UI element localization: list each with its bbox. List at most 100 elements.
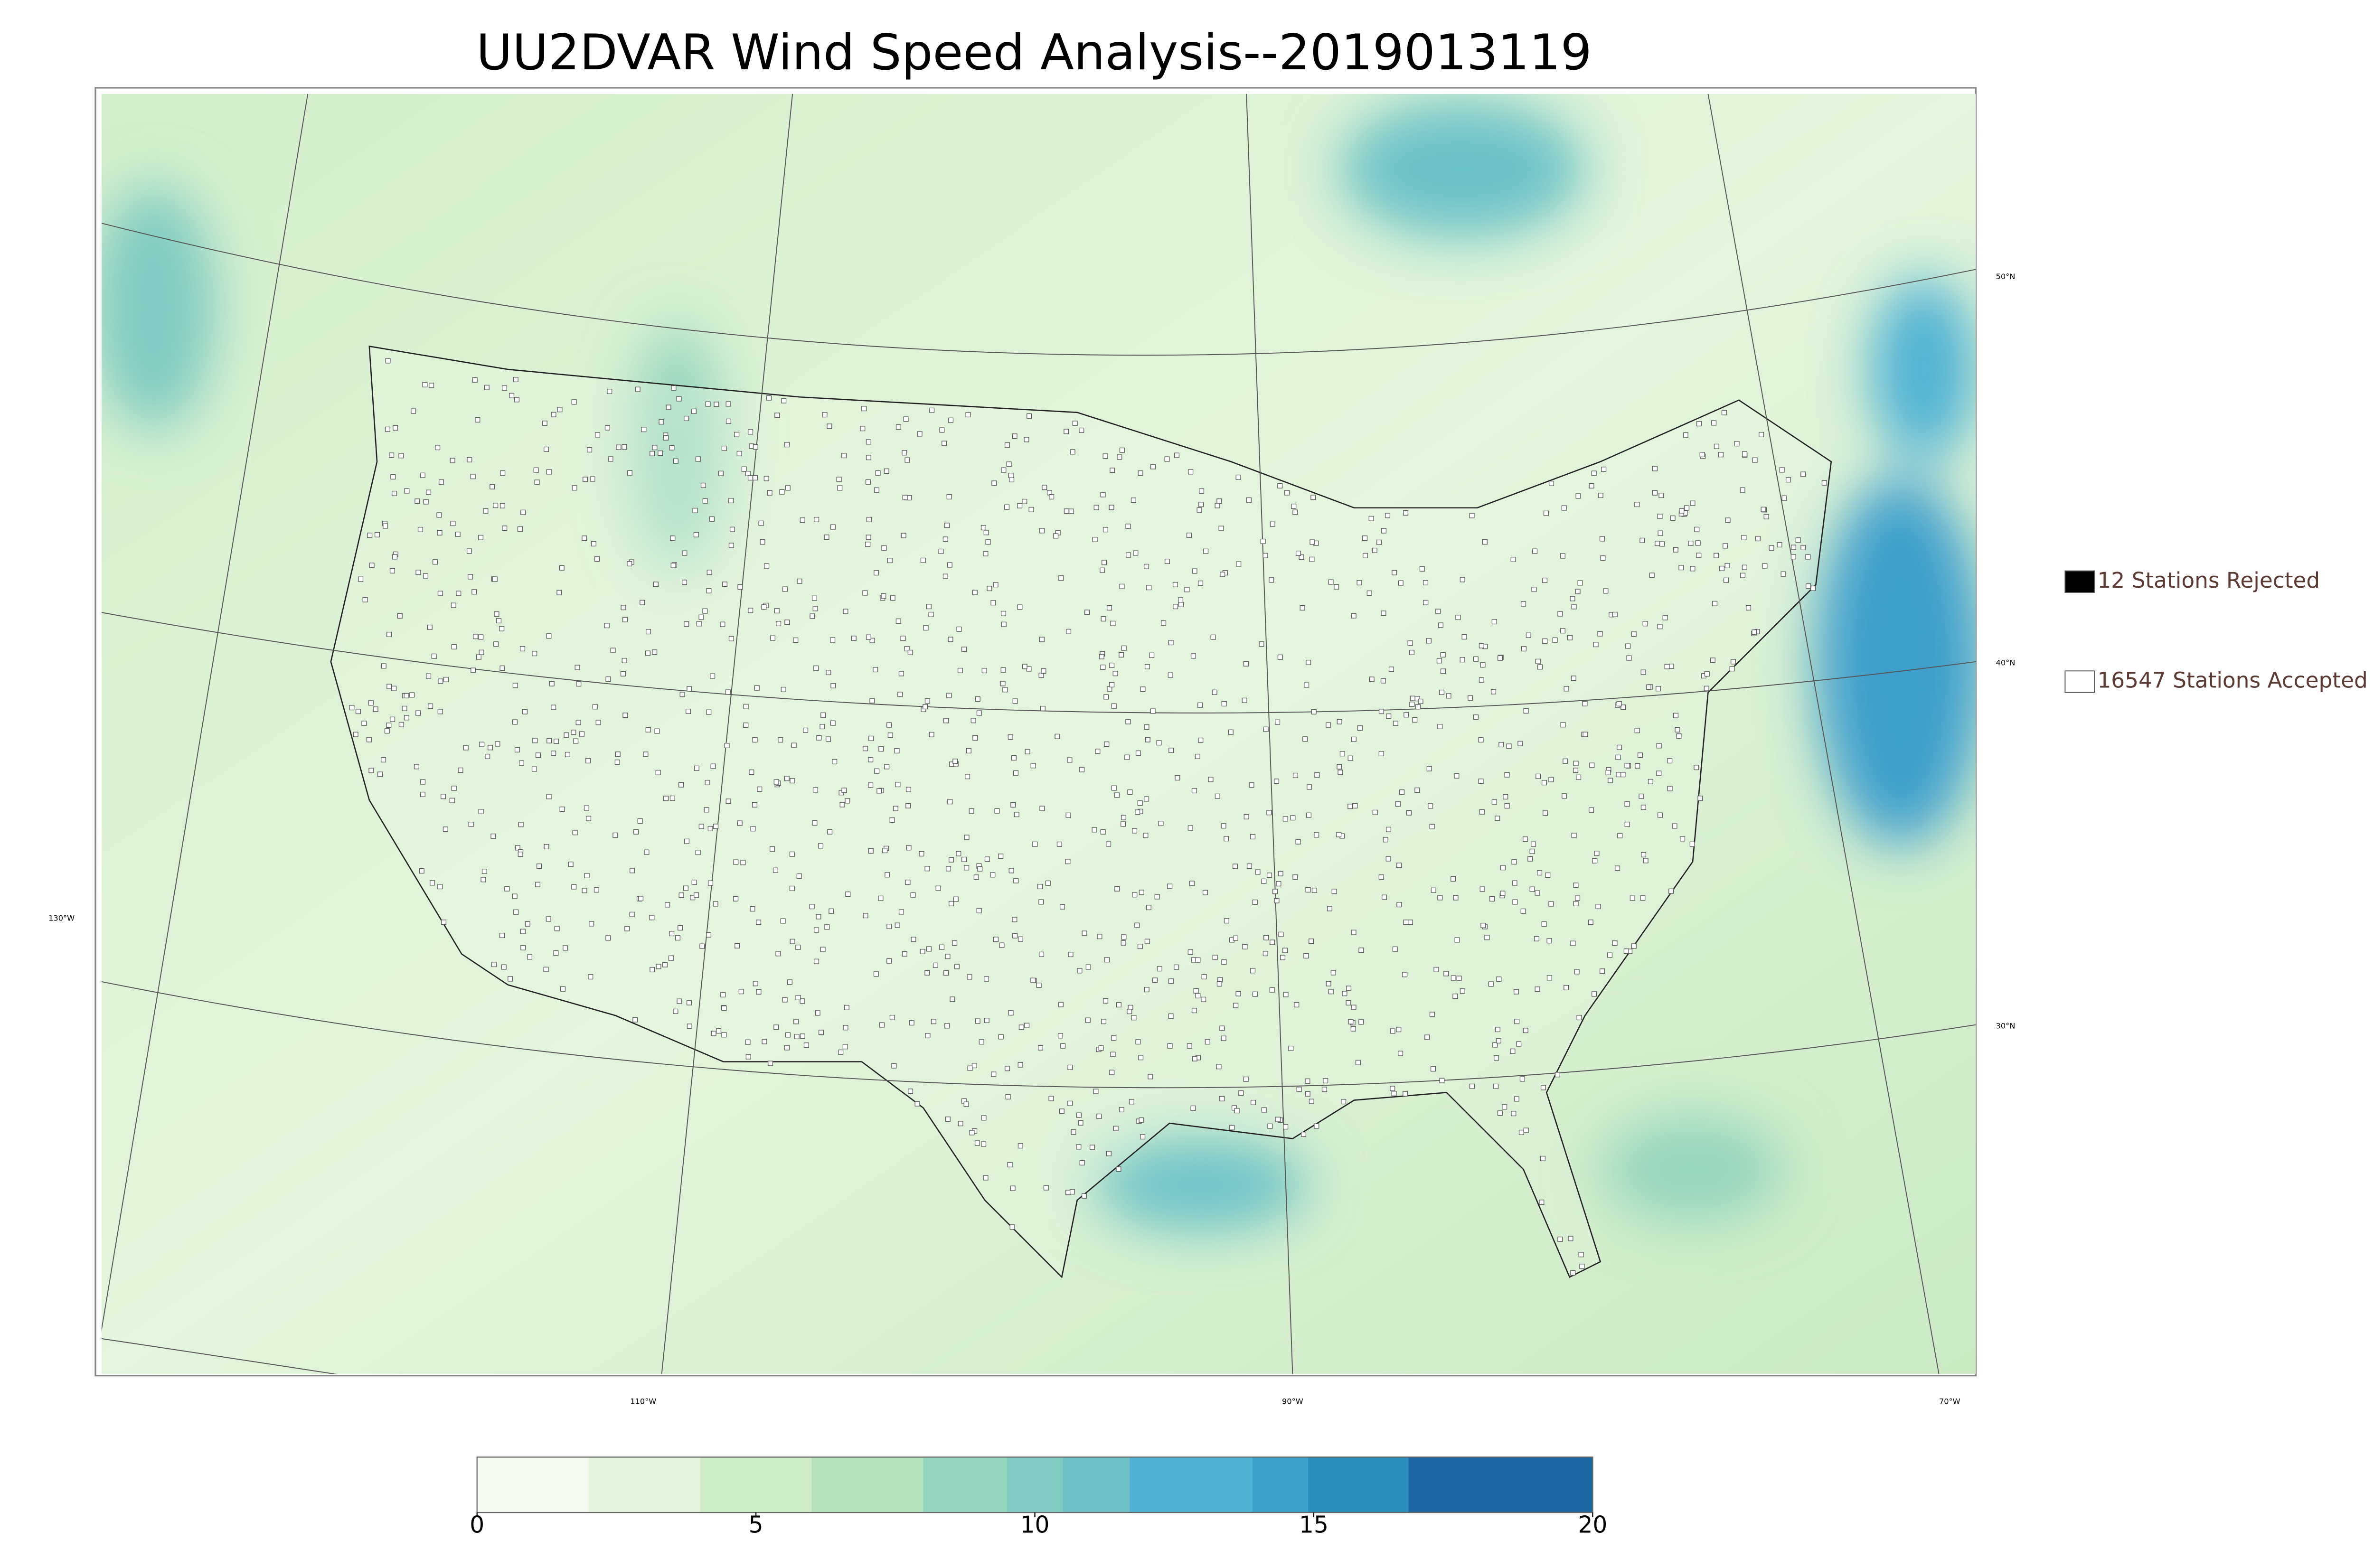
station-marker: [979, 1039, 984, 1045]
station-marker: [1161, 620, 1167, 626]
station-marker: [1306, 812, 1312, 818]
station-marker: [1779, 467, 1785, 473]
station-marker: [1212, 955, 1218, 960]
station-marker: [525, 921, 530, 927]
station-marker: [1369, 676, 1375, 682]
station-marker: [1339, 751, 1345, 757]
station-marker: [1139, 1117, 1144, 1123]
station-marker: [1423, 580, 1429, 585]
station-marker: [575, 720, 581, 725]
station-marker: [1516, 1041, 1522, 1047]
colorbar-segment: [1007, 1457, 1064, 1513]
station-marker: [1144, 939, 1150, 944]
station-marker: [844, 1005, 849, 1010]
station-marker: [1805, 554, 1811, 560]
station-marker: [1146, 905, 1151, 911]
station-marker: [691, 880, 697, 885]
station-marker: [1126, 552, 1131, 558]
station-marker: [1124, 754, 1130, 760]
station-marker: [745, 1039, 751, 1045]
station-marker: [1395, 801, 1401, 807]
station-marker: [1385, 513, 1391, 518]
station-marker: [1721, 410, 1727, 415]
station-marker: [1564, 686, 1569, 692]
station-marker: [1314, 832, 1319, 838]
station-marker: [377, 771, 383, 777]
station-marker: [384, 728, 390, 734]
station-marker: [1219, 1096, 1225, 1101]
station-marker: [1473, 656, 1479, 662]
station-marker: [643, 751, 649, 757]
station-marker: [754, 685, 760, 691]
station-marker: [437, 591, 443, 596]
station-marker: [386, 631, 392, 637]
station-marker: [502, 385, 508, 391]
station-marker: [549, 681, 555, 686]
station-marker: [865, 542, 871, 547]
station-marker: [1548, 480, 1554, 486]
station-marker: [1301, 1131, 1307, 1137]
station-marker: [1266, 873, 1272, 878]
station-marker: [544, 446, 549, 452]
station-marker: [1668, 664, 1674, 669]
station-marker: [1270, 521, 1275, 527]
station-marker: [874, 487, 879, 493]
station-marker: [1261, 878, 1267, 884]
station-marker: [1372, 547, 1377, 553]
station-marker: [1030, 977, 1036, 983]
station-marker: [438, 678, 443, 684]
station-marker: [1295, 839, 1301, 845]
station-marker: [1521, 601, 1526, 607]
station-marker: [475, 417, 480, 423]
station-marker: [451, 602, 456, 608]
station-marker: [368, 768, 374, 773]
station-marker: [1385, 856, 1391, 862]
station-marker: [383, 523, 388, 529]
station-marker: [1626, 655, 1632, 661]
station-marker: [1454, 773, 1460, 779]
station-marker: [1116, 1002, 1121, 1008]
station-marker: [1612, 940, 1618, 946]
station-marker: [1097, 934, 1102, 939]
station-marker: [1132, 892, 1138, 898]
station-marker: [1036, 982, 1042, 988]
station-marker: [1174, 452, 1179, 458]
station-marker: [579, 731, 585, 737]
station-marker: [522, 709, 528, 714]
station-marker: [1517, 741, 1523, 746]
station-marker: [1199, 488, 1205, 494]
station-marker: [693, 532, 699, 537]
station-marker: [1523, 1127, 1529, 1133]
station-marker: [827, 829, 833, 835]
station-marker: [1469, 1083, 1475, 1089]
station-marker: [1386, 714, 1392, 719]
station-marker: [763, 476, 769, 481]
station-marker: [1000, 667, 1006, 673]
station-marker: [353, 732, 358, 737]
station-marker: [729, 526, 735, 532]
station-marker: [1238, 1090, 1244, 1096]
station-marker: [1616, 772, 1621, 778]
station-marker: [1242, 944, 1248, 949]
station-marker: [1278, 871, 1283, 876]
station-marker: [1195, 957, 1201, 963]
station-marker: [1468, 695, 1473, 701]
station-marker: [824, 924, 830, 930]
station-marker: [1634, 728, 1640, 733]
station-marker: [900, 636, 906, 641]
station-marker: [1250, 968, 1256, 974]
station-marker: [728, 636, 734, 641]
station-marker: [1761, 507, 1766, 512]
station-marker: [1137, 800, 1143, 806]
station-marker: [1690, 566, 1696, 572]
station-marker: [1326, 722, 1331, 728]
station-marker: [1539, 1200, 1545, 1205]
station-marker: [1307, 784, 1312, 790]
station-marker: [1563, 758, 1568, 764]
station-marker: [1249, 782, 1254, 788]
station-marker: [645, 650, 650, 656]
station-marker: [1196, 507, 1202, 513]
station-marker: [496, 618, 502, 623]
station-marker: [1599, 536, 1605, 542]
station-marker: [946, 494, 952, 499]
